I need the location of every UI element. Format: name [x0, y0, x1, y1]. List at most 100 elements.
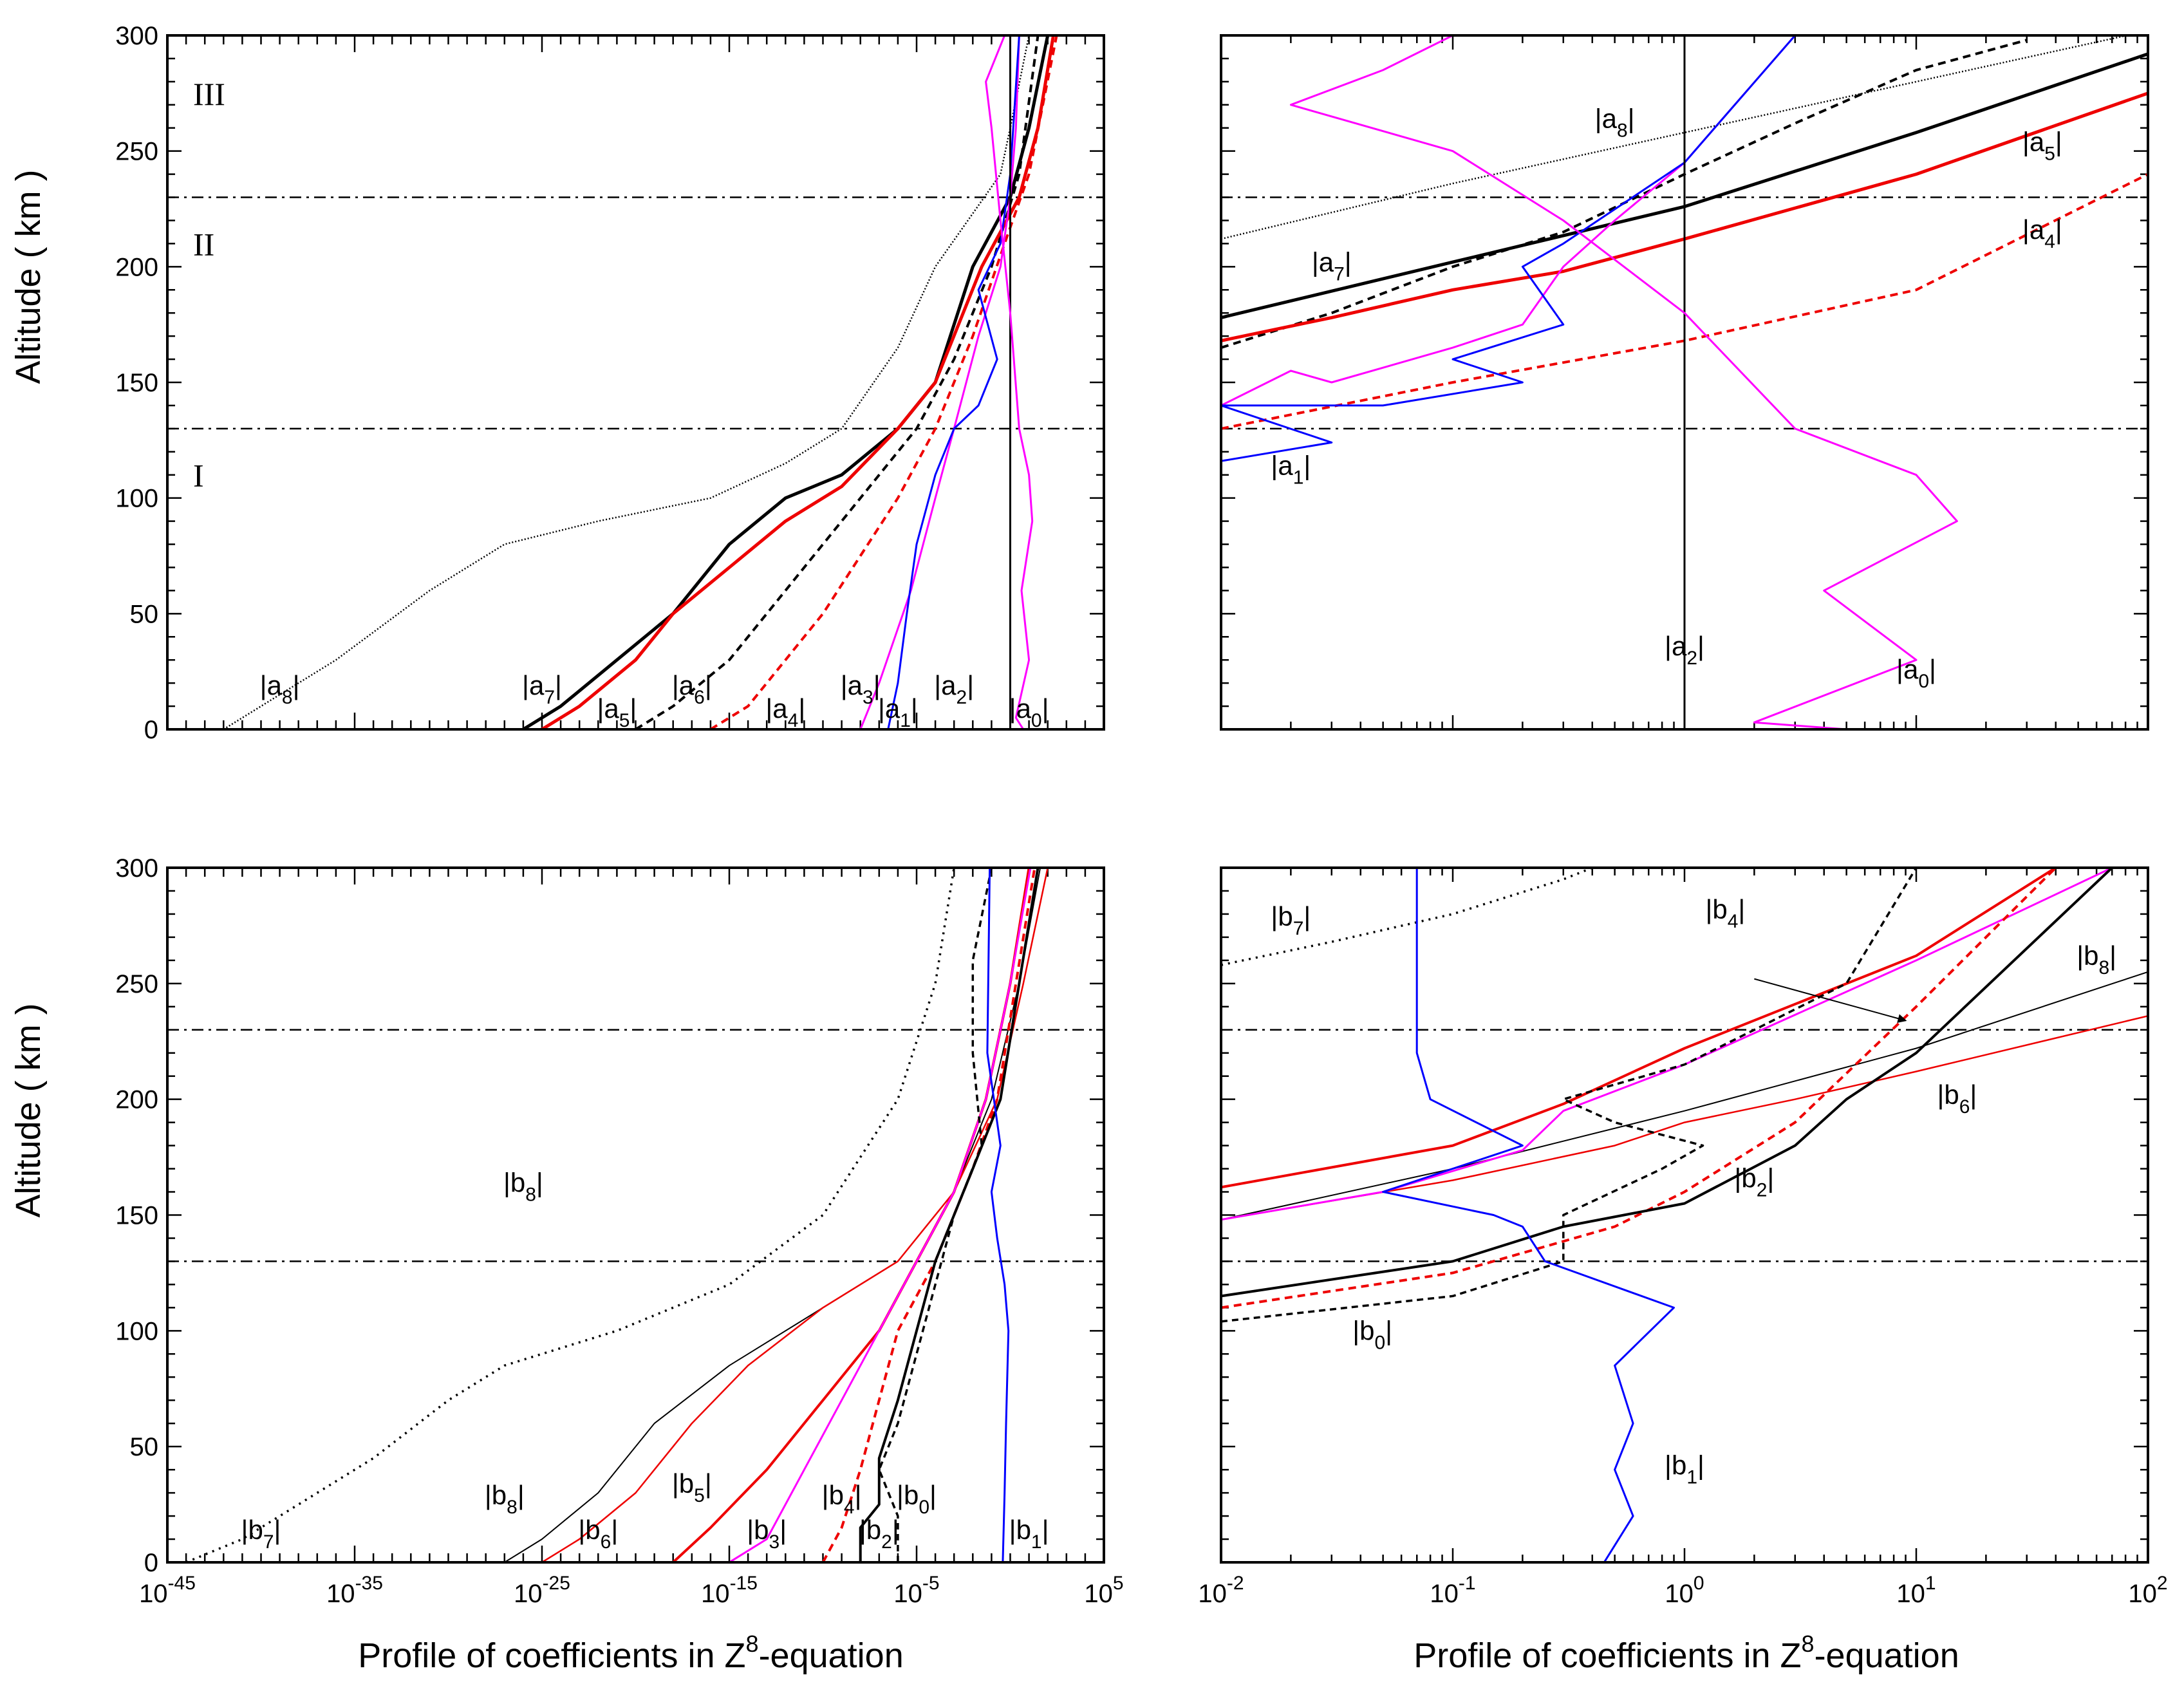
series-label-b0: |b0| [897, 1480, 937, 1518]
series-a1-line [1221, 35, 1796, 462]
x-tick-exponent: -35 [355, 1573, 383, 1594]
series-label-b1: |b1| [1665, 1450, 1704, 1488]
panel-bottom-right: 10-2 10-1 100 101 102|b7| |b4||b8||b6||b2||b0… [1198, 866, 2168, 1608]
series-label-bar-right: | [1738, 894, 1745, 924]
series-label-bar-left: | [747, 1515, 754, 1545]
series-label-subscript: 1 [900, 710, 911, 731]
series-label-symbol: b [492, 1480, 507, 1510]
x-tick-label: 10-25 [514, 1573, 570, 1608]
series-label-bar-right: | [518, 1480, 525, 1510]
series-label-bar-right: | [293, 670, 300, 700]
series-label-symbol: b [2084, 940, 2098, 971]
x-tick-label: 100 [1665, 1573, 1704, 1608]
series-label-b2: |b2| [1734, 1163, 1774, 1201]
x-tick-label: 10-35 [326, 1573, 383, 1608]
series-label-symbol: b [1278, 901, 1293, 931]
series-label-b8: |b8| [485, 1480, 525, 1518]
series-label-symbol: b [1672, 1450, 1686, 1480]
x-tick-base: 10 [1084, 1580, 1113, 1608]
x-tick-label: 105 [1084, 1573, 1123, 1608]
series-label-bar-left: | [1665, 631, 1672, 661]
series-label-subscript: 8 [2098, 957, 2109, 978]
series-label-a0: |a0| [1009, 693, 1049, 731]
series-label-a0: |a0| [1896, 654, 1936, 692]
series-a3-line [1221, 35, 1796, 407]
x-tick-label: 10-1 [1430, 1573, 1475, 1608]
series-a4-line [709, 35, 1058, 729]
region-label-II: II [193, 226, 214, 262]
series-label-a7: |a7| [1312, 247, 1352, 285]
series-b5-line [672, 868, 1031, 1562]
series-label-bar-left: | [2022, 214, 2030, 245]
series-label-subscript: 1 [1293, 467, 1304, 489]
x-tick-exponent: 1 [1925, 1573, 1936, 1594]
series-a5-line [541, 35, 1055, 729]
series-label-bar-left: | [1665, 1450, 1672, 1480]
x-tick-exponent: -5 [922, 1573, 940, 1594]
series-label-b5: |b5| [672, 1468, 712, 1506]
series-label-subscript: 2 [881, 1531, 892, 1553]
y-axis-title-bottom: Altitude ( km ) [9, 1003, 48, 1217]
series-label-subscript: 6 [1959, 1096, 1970, 1118]
y-tick-label: 200 [115, 1086, 158, 1114]
series-label-symbol: a [679, 670, 695, 700]
series-b1-line [986, 868, 1010, 1562]
series-label-symbol: b [585, 1515, 600, 1545]
series-label-b7: |b7| [1271, 901, 1311, 939]
series-label-subscript: 5 [619, 710, 630, 731]
series-label-b6: |b6| [578, 1515, 618, 1553]
series-label-bar-left: | [2022, 127, 2030, 157]
series-label-symbol: a [1016, 693, 1032, 724]
series-label-bar-left: | [578, 1515, 585, 1545]
series-label-bar-right: | [705, 1468, 712, 1499]
series-label-bar-left: | [841, 670, 848, 700]
x-tick-exponent: -25 [543, 1573, 570, 1594]
series-label-bar-right: | [779, 1515, 787, 1545]
region-label-III: III [193, 76, 225, 112]
series-label-symbol: a [1602, 104, 1618, 134]
series-group [185, 868, 1049, 1562]
series-label-a7: |a7| [522, 670, 562, 708]
series-label-symbol: a [2030, 127, 2045, 157]
series-b4-line [821, 868, 1036, 1562]
series-label-bar-right: | [2055, 127, 2062, 157]
series-label-bar-left: | [878, 693, 885, 724]
series-b8-line [1221, 971, 2148, 1221]
series-label-symbol: a [1278, 451, 1293, 481]
series-label-symbol: b [248, 1515, 263, 1545]
series-label-bar-left: | [934, 670, 941, 700]
series-label-symbol: a [941, 670, 957, 700]
series-label-bar-left: | [765, 693, 772, 724]
series-b1-line [1382, 868, 1675, 1562]
series-label-symbol: b [866, 1515, 881, 1545]
series-label-subscript: 6 [601, 1531, 611, 1553]
series-label-subscript: 1 [1031, 1531, 1042, 1553]
y-tick-label: 200 [115, 253, 158, 281]
series-label-a2: |a2| [934, 670, 974, 708]
series-label-bar-left: | [1896, 654, 1903, 684]
x-tick-base: 10 [1198, 1580, 1227, 1608]
series-label-symbol: a [772, 693, 788, 724]
series-label-b1: |b1| [1009, 1515, 1049, 1553]
y-tick-label: 250 [115, 970, 158, 998]
x-tick-base: 10 [1430, 1580, 1459, 1608]
x-tick-label: 10-15 [701, 1573, 758, 1608]
x-axis-title-left: Profile of coefficients in Z8-equation [358, 1631, 904, 1675]
series-label-bar-left: | [1312, 247, 1319, 277]
series-label-b0: |b0| [1352, 1316, 1392, 1354]
series-label-subscript: 0 [919, 1497, 929, 1518]
region-label-I: I [193, 458, 204, 494]
series-label-subscript: 7 [1334, 264, 1345, 285]
series-a7-line [522, 35, 1050, 729]
series-label-symbol: a [848, 670, 863, 700]
x-tick-base: 10 [1896, 1580, 1925, 1608]
series-label-bar-right: | [1303, 451, 1311, 481]
series-label-a1: |a1| [1271, 451, 1311, 489]
x-tick-base: 10 [701, 1580, 730, 1608]
series-label-subscript: 3 [863, 687, 873, 708]
series-label-symbol: a [604, 693, 619, 724]
series-label-subscript: 8 [525, 1184, 536, 1206]
series-label-bar-left: | [2077, 940, 2084, 971]
series-label-subscript: 7 [263, 1531, 274, 1553]
